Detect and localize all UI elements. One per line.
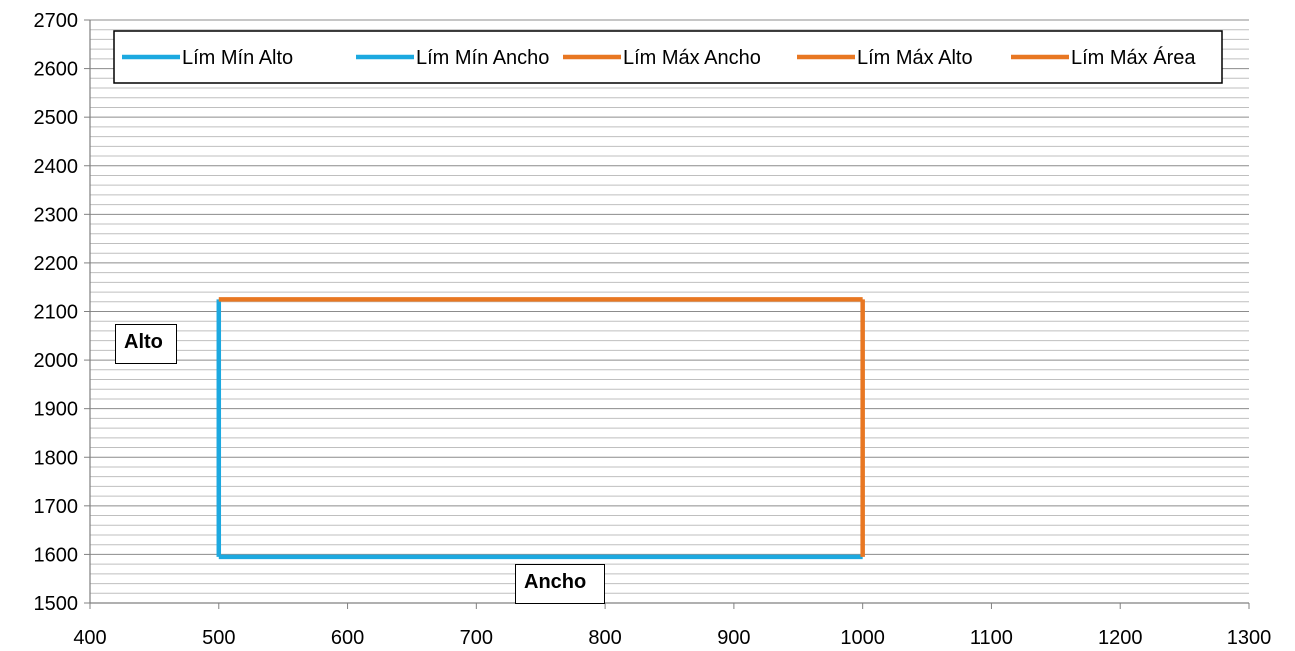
legend-label: Lím Mín Ancho (416, 47, 549, 69)
legend-label: Lím Máx Ancho (623, 47, 761, 69)
x-tick-label: 1300 (1227, 627, 1272, 649)
y-axis-label: Alto (115, 324, 177, 364)
y-tick-label: 1500 (34, 593, 79, 615)
x-tick-labels: 400 500 600 700 800 900 1000 1100 1200 1300 (73, 627, 1271, 649)
y-tick-label: 1800 (34, 447, 79, 469)
major-gridlines (90, 19, 1249, 555)
x-tick-label: 1200 (1098, 627, 1143, 649)
x-tick-label: 1000 (840, 627, 885, 649)
x-tick-label: 1100 (970, 627, 1013, 649)
legend-label: Lím Máx Alto (857, 47, 973, 69)
y-tick-labels: 1500 1600 1700 1800 1900 2000 2100 2200 2300 2400… (34, 10, 79, 615)
x-tick-label: 600 (331, 627, 364, 649)
x-tick-label: 500 (202, 627, 235, 649)
y-tick-label: 1600 (34, 544, 79, 566)
x-tick-label: 400 (73, 627, 106, 649)
legend-label: Lím Mín Alto (182, 47, 293, 69)
y-tick-label: 2000 (34, 350, 79, 372)
axes (84, 19, 1250, 609)
y-tick-label: 2500 (34, 107, 79, 129)
x-tick-label: 900 (717, 627, 750, 649)
y-tick-label: 2700 (34, 10, 79, 32)
y-tick-label: 2600 (34, 59, 79, 81)
series-lines (216, 297, 865, 560)
y-tick-label: 2300 (34, 204, 79, 226)
y-tick-label: 2400 (34, 156, 79, 178)
x-axis-label: Ancho (515, 564, 605, 604)
legend-label: Lím Máx Área (1071, 46, 1196, 69)
y-tick-label: 2200 (34, 253, 79, 275)
x-tick-label: 800 (588, 627, 621, 649)
y-tick-label: 1700 (34, 496, 79, 518)
y-tick-label: 2100 (34, 302, 79, 324)
x-tick-label: 700 (460, 627, 493, 649)
legend: Lím Mín Alto Lím Mín Ancho Lím Máx Ancho Lí… (113, 30, 1223, 84)
y-tick-label: 1900 (34, 399, 79, 421)
